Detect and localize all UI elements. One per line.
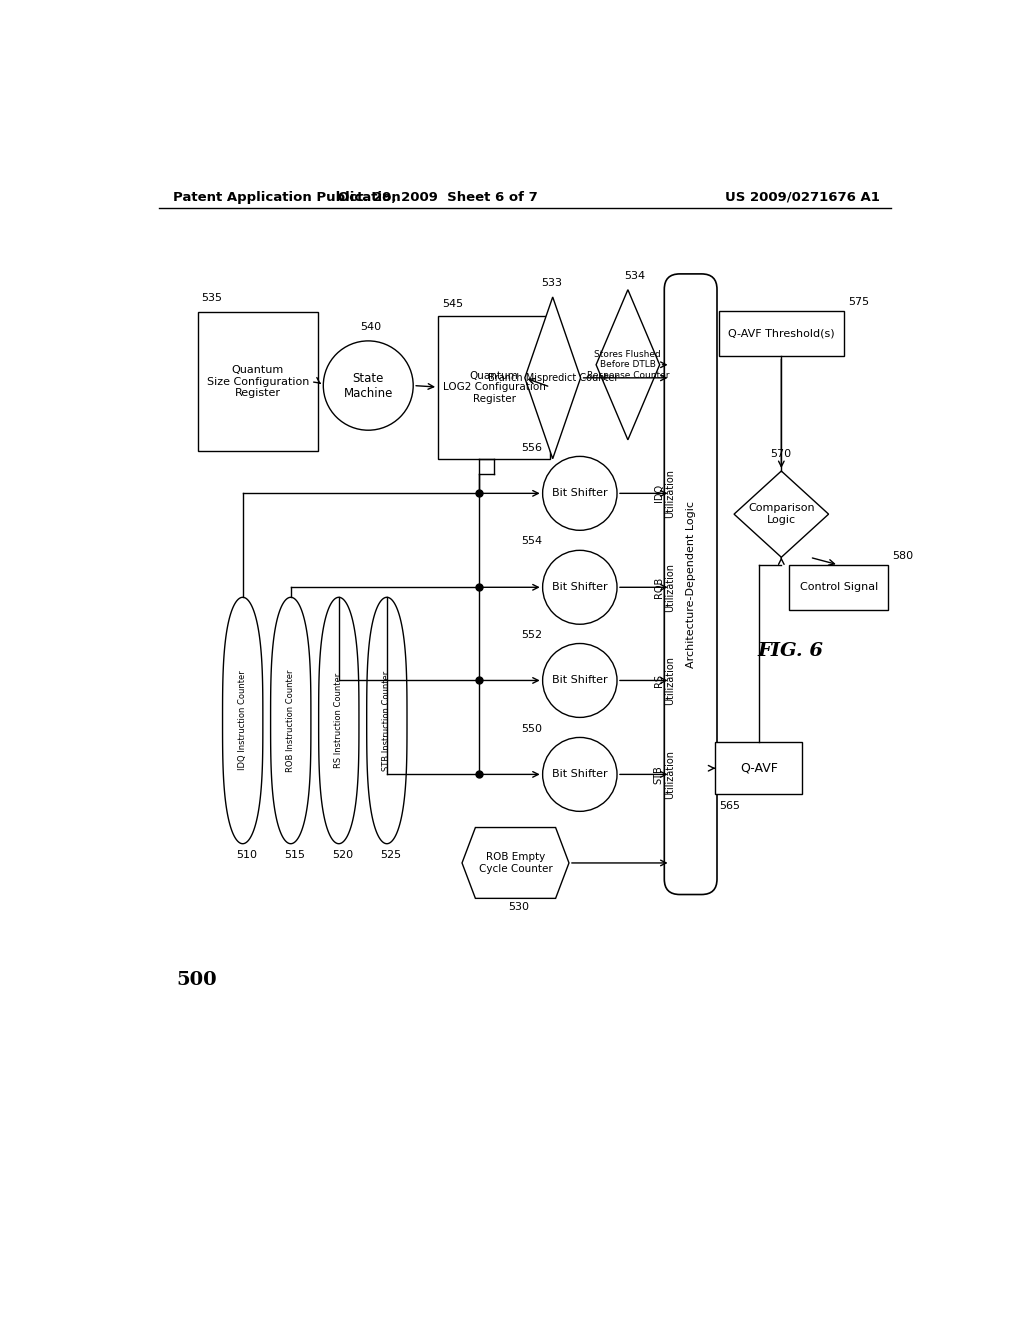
Text: Oct. 29, 2009  Sheet 6 of 7: Oct. 29, 2009 Sheet 6 of 7 xyxy=(338,191,538,203)
Text: Bit Shifter: Bit Shifter xyxy=(552,582,607,593)
Text: Q-AVF Threshold(s): Q-AVF Threshold(s) xyxy=(728,329,835,338)
Text: Bit Shifter: Bit Shifter xyxy=(552,488,607,499)
Polygon shape xyxy=(270,598,311,843)
Text: Patent Application Publication: Patent Application Publication xyxy=(173,191,400,203)
Text: Q-AVF: Q-AVF xyxy=(740,762,778,775)
Text: State
Machine: State Machine xyxy=(344,371,393,400)
Polygon shape xyxy=(462,828,569,899)
Text: 545: 545 xyxy=(442,298,463,309)
Text: 570: 570 xyxy=(770,450,791,459)
Text: Bit Shifter: Bit Shifter xyxy=(552,770,607,779)
Text: IDQ
Utilization: IDQ Utilization xyxy=(653,469,675,517)
Text: 552: 552 xyxy=(521,630,542,640)
Text: 534: 534 xyxy=(624,271,645,281)
Text: STB
Utilization: STB Utilization xyxy=(653,750,675,799)
Text: ROB Instruction Counter: ROB Instruction Counter xyxy=(287,669,295,772)
Text: 535: 535 xyxy=(202,293,222,304)
Circle shape xyxy=(543,738,617,812)
Text: 550: 550 xyxy=(521,723,542,734)
Text: 525: 525 xyxy=(381,850,401,859)
Text: 500: 500 xyxy=(177,970,217,989)
Bar xyxy=(719,312,844,355)
Polygon shape xyxy=(734,471,828,557)
Bar xyxy=(790,565,888,610)
Text: 533: 533 xyxy=(541,277,562,288)
Text: Branch Mispredict Counter: Branch Mispredict Counter xyxy=(487,372,617,383)
Circle shape xyxy=(324,341,414,430)
Text: Control Signal: Control Signal xyxy=(800,582,878,593)
Polygon shape xyxy=(596,289,659,440)
Circle shape xyxy=(543,457,617,531)
Text: Comparison
Logic: Comparison Logic xyxy=(748,503,815,525)
Text: Stores Flushed
Before DTLB
Response Counter: Stores Flushed Before DTLB Response Coun… xyxy=(587,350,669,380)
FancyBboxPatch shape xyxy=(665,275,717,895)
Polygon shape xyxy=(367,598,407,843)
Text: Architecture-Dependent Logic: Architecture-Dependent Logic xyxy=(686,500,695,668)
Polygon shape xyxy=(524,297,581,459)
Text: US 2009/0271676 A1: US 2009/0271676 A1 xyxy=(725,191,880,203)
Text: IDQ Instruction Counter: IDQ Instruction Counter xyxy=(239,671,247,771)
Text: 520: 520 xyxy=(333,850,353,859)
Text: Bit Shifter: Bit Shifter xyxy=(552,676,607,685)
Text: STB Instruction Counter: STB Instruction Counter xyxy=(382,671,391,771)
Text: 530: 530 xyxy=(508,903,528,912)
Text: 556: 556 xyxy=(521,442,542,453)
Text: 510: 510 xyxy=(237,850,257,859)
Text: 540: 540 xyxy=(360,322,382,331)
Text: RS
Utilization: RS Utilization xyxy=(653,656,675,705)
Bar xyxy=(438,317,550,459)
Text: Quantum
LOG2 Configuration
Register: Quantum LOG2 Configuration Register xyxy=(442,371,546,404)
Text: 575: 575 xyxy=(848,297,869,308)
Text: 580: 580 xyxy=(892,552,913,561)
Polygon shape xyxy=(318,598,359,843)
Bar xyxy=(716,742,802,795)
Circle shape xyxy=(543,644,617,718)
Text: FIG. 6: FIG. 6 xyxy=(758,643,823,660)
Text: RS Instruction Counter: RS Instruction Counter xyxy=(334,673,343,768)
Text: ROB
Utilization: ROB Utilization xyxy=(653,562,675,611)
Circle shape xyxy=(543,550,617,624)
Text: 565: 565 xyxy=(719,800,740,810)
Polygon shape xyxy=(222,598,263,843)
Bar xyxy=(198,313,317,451)
Text: ROB Empty
Cycle Counter: ROB Empty Cycle Counter xyxy=(478,853,552,874)
Text: 554: 554 xyxy=(521,536,542,546)
Text: Quantum
Size Configuration
Register: Quantum Size Configuration Register xyxy=(207,366,309,399)
Text: 515: 515 xyxy=(285,850,305,859)
